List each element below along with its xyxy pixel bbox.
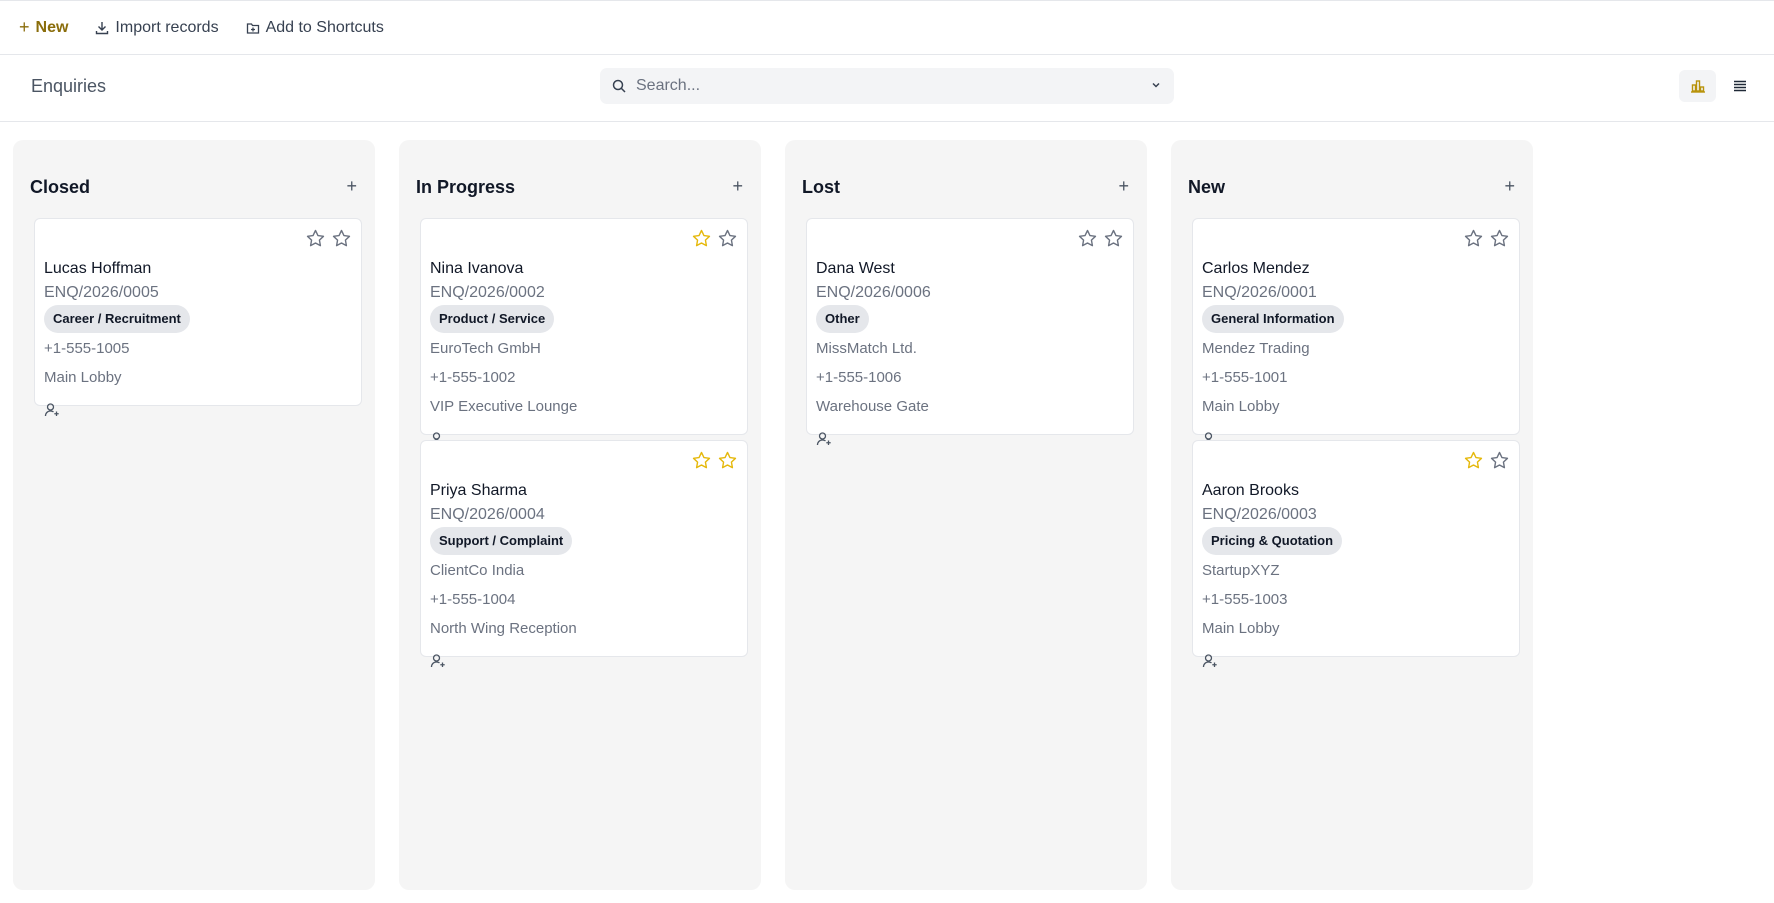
card-detail-line: +1-555-1002 [430, 369, 516, 386]
star-filled-icon[interactable] [1463, 450, 1484, 471]
card-enquiry-id: ENQ/2026/0001 [1202, 284, 1317, 301]
star-filled-icon[interactable] [717, 450, 738, 471]
card-type-badge: Other [816, 305, 869, 333]
chevron-down-icon[interactable] [1150, 79, 1162, 91]
column-title: In Progress [416, 177, 516, 197]
list-icon [1734, 80, 1746, 92]
column-title: Closed [30, 177, 91, 197]
card-detail-line: North Wing Reception [430, 620, 577, 637]
card-enquiry-id: ENQ/2026/0002 [430, 284, 545, 301]
card-detail-line: Warehouse Gate [816, 398, 929, 415]
card-type-badge: Pricing & Quotation [1202, 527, 1343, 555]
card-contact-name: Aaron Brooks [1202, 482, 1299, 499]
search-input[interactable] [636, 77, 1136, 95]
star-filled-icon[interactable] [691, 228, 712, 249]
star-icon[interactable] [1103, 228, 1124, 249]
enquiry-card[interactable]: Nina Ivanova ENQ/2026/0002 Product / Servi… [420, 218, 748, 446]
card-detail-line: StartupXYZ [1202, 562, 1280, 579]
star-icon[interactable] [1077, 228, 1098, 249]
card-enquiry-id: ENQ/2026/0006 [816, 284, 931, 301]
card-contact-name: Lucas Hoffman [44, 260, 152, 277]
list-view-button[interactable] [1724, 70, 1756, 102]
add-card-plus-icon[interactable]: + [732, 176, 743, 196]
star-icon[interactable] [1463, 228, 1484, 249]
card-contact-name: Nina Ivanova [430, 260, 524, 277]
card-detail-line: Main Lobby [1202, 398, 1280, 415]
card-contact-name: Carlos Mendez [1202, 260, 1310, 277]
card-detail-line: +1-555-1001 [1202, 369, 1288, 386]
plus-icon: + [19, 17, 30, 37]
kanban-view-button[interactable] [1679, 70, 1716, 102]
star-icon[interactable] [717, 228, 738, 249]
kanban-column-lost: Lost + Dana West ENQ/2026/0006 Other MissMatc… [785, 140, 1147, 890]
search-box[interactable] [600, 68, 1174, 104]
add-to-shortcuts-button[interactable]: Add to Shortcuts [246, 19, 384, 37]
kanban-column-in-progress: In Progress + Nina Ivanova ENQ/2026/0002 Pro… [399, 140, 761, 890]
card-detail-line: +1-555-1004 [430, 591, 516, 608]
card-enquiry-id: ENQ/2026/0003 [1202, 506, 1317, 523]
enquiry-card[interactable]: Carlos Mendez ENQ/2026/0001 General Inform… [1192, 218, 1520, 446]
card-contact-name: Priya Sharma [430, 482, 527, 499]
assign-user-icon[interactable] [1202, 653, 1218, 669]
kanban-column-new: New + Carlos Mendez ENQ/2026/0001 General In… [1171, 140, 1533, 890]
card-type-badge: Career / Recruitment [44, 305, 190, 333]
new-button-label: New [35, 18, 69, 36]
card-detail-line: Main Lobby [44, 369, 122, 386]
card-type-badge: Support / Complaint [430, 527, 573, 555]
card-detail-line: Main Lobby [1202, 620, 1280, 637]
card-detail-line: +1-555-1006 [816, 369, 902, 386]
enquiry-card[interactable]: Priya Sharma ENQ/2026/0004 Support / Compl… [420, 440, 748, 668]
enquiry-card[interactable]: Lucas Hoffman ENQ/2026/0005 Career / Recru… [34, 218, 362, 417]
star-icon[interactable] [331, 228, 352, 249]
new-button[interactable]: + New [19, 17, 68, 38]
card-detail-line: EuroTech GmbH [430, 340, 541, 357]
add-card-plus-icon[interactable]: + [346, 176, 357, 196]
card-detail-line: VIP Executive Lounge [430, 398, 578, 415]
column-title: New [1188, 177, 1226, 197]
priority-stars [1072, 228, 1124, 249]
card-enquiry-id: ENQ/2026/0005 [44, 284, 159, 301]
enquiry-card[interactable]: Aaron Brooks ENQ/2026/0003 Pricing & Quota… [1192, 440, 1520, 668]
star-icon[interactable] [1489, 228, 1510, 249]
add-to-shortcuts-label: Add to Shortcuts [265, 18, 384, 36]
card-type-badge: General Information [1202, 305, 1344, 333]
priority-stars [1458, 228, 1510, 249]
priority-stars [1458, 450, 1510, 471]
toolbar: + New Import records Add to Shortcuts [0, 0, 1774, 55]
kanban-column-closed: Closed + Lucas Hoffman ENQ/2026/0005 Career … [13, 140, 375, 890]
card-detail-line: ClientCo India [430, 562, 525, 579]
card-detail-line: Mendez Trading [1202, 340, 1310, 357]
import-records-label: Import records [115, 18, 219, 36]
enquiry-card[interactable]: Dana West ENQ/2026/0006 Other MissMatch Ltd… [806, 218, 1134, 446]
star-filled-icon[interactable] [691, 450, 712, 471]
import-records-button[interactable]: Import records [95, 18, 219, 37]
card-detail-line: +1-555-1005 [44, 340, 130, 357]
star-icon[interactable] [305, 228, 326, 249]
card-contact-name: Dana West [816, 260, 895, 277]
assign-user-icon[interactable] [816, 431, 832, 447]
assign-user-icon[interactable] [44, 402, 60, 418]
bar-chart-icon [1690, 80, 1705, 93]
folder-plus-icon [246, 22, 259, 34]
card-detail-line: +1-555-1003 [1202, 591, 1288, 608]
card-type-badge: Product / Service [430, 305, 555, 333]
card-detail-line: MissMatch Ltd. [816, 340, 917, 357]
assign-user-icon[interactable] [430, 653, 446, 669]
add-card-plus-icon[interactable]: + [1504, 176, 1515, 196]
add-card-plus-icon[interactable]: + [1118, 176, 1129, 196]
priority-stars [686, 450, 738, 471]
card-enquiry-id: ENQ/2026/0004 [430, 506, 545, 523]
star-icon[interactable] [1489, 450, 1510, 471]
priority-stars [300, 228, 352, 249]
priority-stars [686, 228, 738, 249]
page-title: Enquiries [31, 76, 107, 96]
download-icon [96, 21, 109, 34]
search-icon [612, 79, 626, 93]
page-header: Enquiries [0, 55, 1774, 122]
column-title: Lost [802, 177, 840, 197]
